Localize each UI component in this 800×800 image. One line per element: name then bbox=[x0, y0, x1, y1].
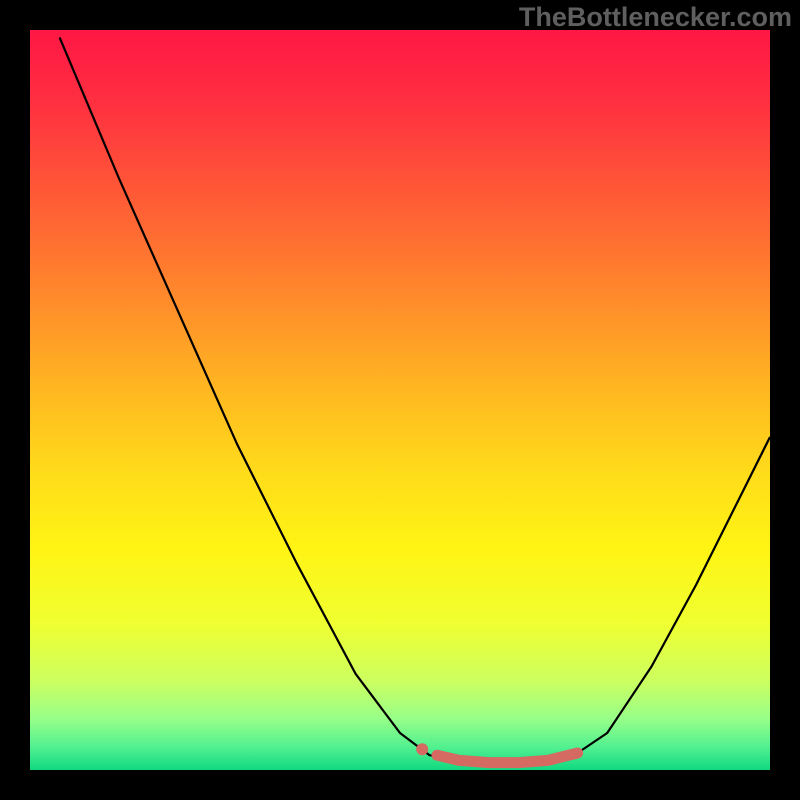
optimal-range-marker bbox=[30, 30, 770, 770]
plot-area bbox=[30, 30, 770, 770]
watermark-text: TheBottlenecker.com bbox=[519, 2, 792, 33]
